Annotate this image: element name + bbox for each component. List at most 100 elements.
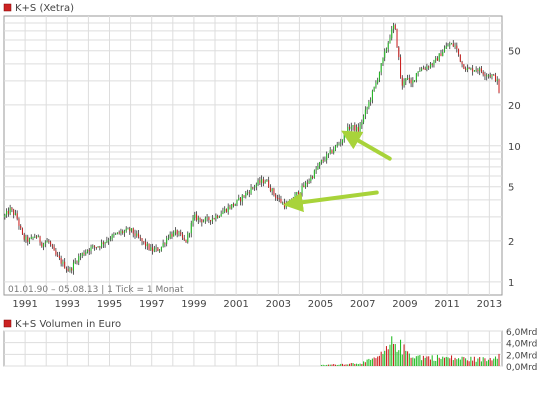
candle-body — [69, 268, 71, 271]
candle-body — [494, 74, 497, 81]
candle-body — [364, 109, 366, 117]
candle-body — [414, 80, 416, 82]
candle-body — [245, 192, 247, 197]
candle-body — [435, 58, 437, 61]
candle-body — [176, 230, 178, 235]
price-y-tick-label: 50 — [508, 47, 521, 58]
volume-bar — [368, 358, 370, 366]
candle-body — [282, 202, 284, 204]
volume-bar — [326, 364, 328, 366]
volume-bar — [496, 358, 498, 366]
volume-bar — [436, 354, 438, 366]
volume-bar — [370, 359, 372, 366]
volume-bar — [431, 355, 433, 366]
candle-body — [99, 246, 101, 248]
candle-body — [426, 66, 428, 69]
candle-body — [166, 238, 168, 244]
candle-body — [64, 261, 66, 269]
candle-body — [67, 269, 69, 271]
candle-body — [218, 216, 220, 218]
volume-bar — [334, 364, 336, 366]
candle-body — [171, 233, 173, 237]
candle-body — [459, 54, 461, 62]
candle-body — [410, 79, 412, 84]
candle-body — [76, 261, 78, 263]
candle-body — [389, 38, 391, 43]
volume-bar — [491, 360, 493, 366]
candle-body — [407, 78, 409, 80]
candle-body — [238, 197, 240, 200]
candle-body — [185, 239, 187, 243]
candle-body — [290, 199, 293, 201]
candle-body — [87, 250, 89, 253]
candle-body — [94, 245, 96, 247]
candle-body — [206, 217, 208, 219]
candle-body — [21, 228, 23, 235]
candle-body — [493, 74, 495, 76]
candle-body — [255, 184, 257, 187]
candle-body — [32, 237, 34, 239]
candle-body — [292, 198, 294, 201]
price-x-tick-label: 2013 — [477, 299, 502, 310]
volume-bar — [333, 364, 335, 366]
candle-body — [28, 238, 31, 242]
volume-bar — [373, 357, 375, 366]
candle-body — [352, 125, 354, 127]
candle-body — [247, 192, 249, 194]
candle-body — [159, 250, 161, 252]
candle-body — [443, 48, 446, 53]
candle-body — [484, 74, 486, 77]
volume-bar — [424, 357, 426, 366]
candle-body — [341, 139, 344, 143]
candle-body — [447, 45, 449, 47]
volume-bar — [452, 360, 454, 366]
candle-body — [188, 233, 191, 235]
candle-body — [496, 79, 498, 81]
candle-body — [415, 73, 417, 81]
volume-chart-title: K+S Volumen in Euro — [15, 319, 121, 330]
candle-body — [262, 179, 264, 184]
candle-body — [127, 228, 129, 230]
candle-body — [39, 236, 41, 243]
candle-body — [232, 204, 235, 206]
volume-bar — [421, 360, 423, 366]
candle-body — [296, 192, 298, 195]
candle-body — [336, 144, 338, 146]
candle-body — [48, 240, 50, 242]
volume-bar — [438, 357, 440, 366]
candle-body — [276, 197, 278, 199]
candle-body — [480, 68, 482, 72]
volume-bar — [336, 364, 338, 366]
annotation-arrow — [341, 130, 392, 161]
candle-body — [466, 67, 468, 71]
candle-body — [83, 253, 85, 255]
candle-body — [53, 246, 55, 251]
candle-body — [116, 232, 118, 234]
candle-body — [468, 67, 470, 69]
candle-body — [257, 180, 259, 185]
candle-body — [227, 206, 229, 212]
candle-body — [486, 75, 488, 77]
volume-bar — [354, 363, 356, 366]
volume-bar — [357, 364, 359, 366]
candle-body — [422, 68, 424, 70]
candle-body — [71, 268, 73, 271]
candle-body — [491, 74, 493, 77]
volume-bar — [405, 350, 407, 366]
candle-body — [81, 253, 83, 256]
date-range-info: 01.01.90 – 05.08.13 | 1 Tick = 1 Monat — [8, 285, 184, 295]
candle-body — [115, 233, 117, 235]
candle-body — [92, 245, 94, 247]
candle-body — [211, 218, 213, 222]
candle-body — [194, 214, 196, 218]
volume-bar — [324, 365, 326, 366]
candle-body — [322, 160, 324, 162]
volume-bar — [384, 350, 386, 366]
title-marker-icon — [3, 3, 12, 12]
candle-body — [317, 166, 319, 170]
volume-bar — [429, 359, 431, 366]
candle-body — [385, 48, 387, 52]
candle-body — [436, 58, 438, 61]
candle-body — [7, 210, 9, 214]
